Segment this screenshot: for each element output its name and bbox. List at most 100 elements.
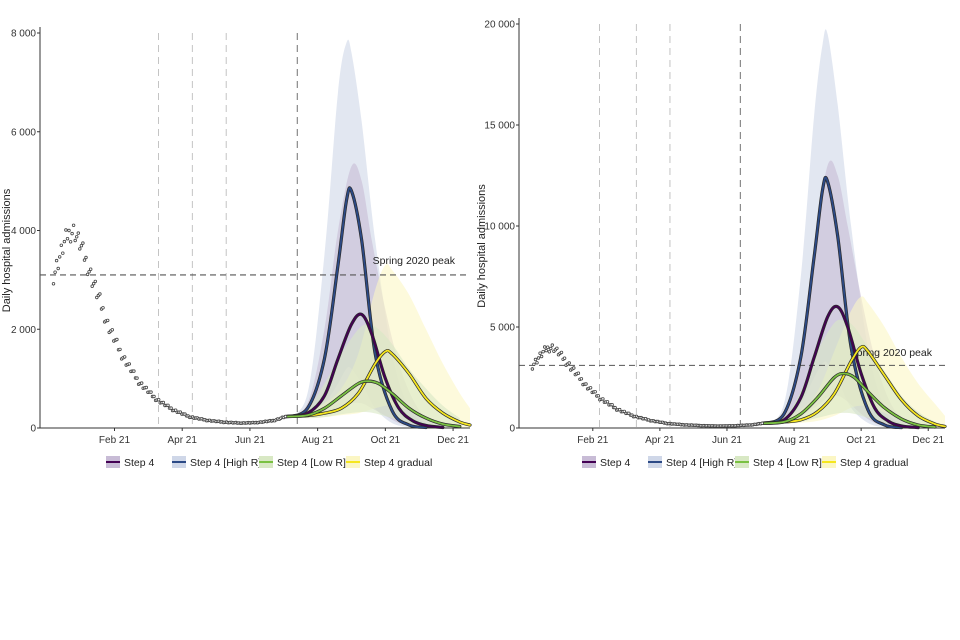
x-tick-label: Jun 21 (235, 435, 265, 446)
observed-point (53, 270, 57, 274)
observed-point (156, 398, 161, 402)
y-tick-label: 4 000 (11, 226, 36, 237)
observed-point (547, 350, 551, 354)
series-line (284, 313, 444, 429)
y-tick-label: 15 000 (484, 121, 515, 132)
observed-point (549, 346, 553, 351)
observed-point (81, 241, 85, 245)
observed-point (88, 267, 93, 271)
observed-point (152, 394, 156, 399)
observed-point (541, 350, 545, 354)
legend-label: Step 4 (124, 457, 155, 469)
observed-point (122, 355, 127, 359)
legend-item: Step 4 gradual (822, 456, 908, 469)
observed-point (64, 228, 68, 232)
observed-point (98, 292, 102, 296)
legend-item: Step 4 (582, 456, 631, 469)
observed-point (127, 362, 131, 366)
x-tick-label: Aug 21 (778, 435, 810, 446)
observed-point (68, 240, 73, 244)
x-tick-label: Apr 21 (167, 435, 197, 446)
observed-point (62, 239, 67, 244)
observed-point (85, 272, 90, 277)
observed-point (596, 394, 600, 398)
reference-label: Spring 2020 peak (850, 347, 933, 359)
x-tick-label: Oct 21 (846, 435, 876, 446)
y-tick-label: 2 000 (11, 325, 36, 336)
observed-point (283, 414, 288, 419)
series-line (761, 345, 946, 428)
observed-point (73, 238, 77, 243)
observed-point (532, 362, 536, 366)
y-tick-label: 0 (30, 424, 36, 435)
legend-label: Step 4 [Low R] (277, 457, 346, 469)
x-tick-label: Feb 21 (577, 435, 609, 446)
y-tick-label: 20 000 (484, 20, 515, 31)
observed-point (601, 397, 605, 401)
legend-item: Step 4 [Low R] (259, 456, 346, 469)
observed-point (539, 354, 544, 359)
observed-point (115, 337, 119, 342)
observed-point (760, 421, 764, 425)
observed-point (132, 369, 136, 373)
reference-label: Spring 2020 peak (373, 255, 456, 267)
observed-point (70, 231, 74, 236)
observed-point (559, 350, 564, 355)
observed-point (56, 266, 60, 271)
observed-point (605, 400, 610, 404)
observed-point (588, 386, 593, 390)
observed-point (59, 243, 63, 247)
observed-point (54, 258, 59, 263)
x-tick-label: Dec 21 (912, 435, 944, 446)
observed-point (530, 367, 535, 371)
y-tick-label: 6 000 (11, 127, 36, 138)
observed-point (78, 247, 82, 251)
series-line (761, 305, 920, 429)
observed-point (579, 377, 584, 381)
observed-point (61, 251, 65, 255)
observed-point (562, 356, 567, 360)
legend-item: Step 4 [High R] (172, 456, 261, 469)
y-tick-label: 10 000 (484, 222, 515, 233)
observed-point (79, 243, 84, 248)
observed-point (58, 255, 62, 259)
observed-point (618, 407, 622, 412)
legend-label: Step 4 gradual (364, 457, 432, 469)
observed-point (87, 270, 91, 274)
observed-point (101, 306, 105, 310)
observed-point (555, 346, 559, 350)
observed-point (593, 390, 597, 394)
observed-point (144, 385, 148, 390)
observed-point (65, 236, 70, 241)
observed-point (584, 382, 588, 386)
observed-point (546, 345, 550, 349)
legend-item: Step 4 [High R] (648, 456, 737, 469)
observed-point (84, 255, 88, 260)
observed-point (576, 371, 581, 375)
observed-point (169, 406, 173, 410)
observed-point (118, 347, 122, 352)
y-tick-label: 8 000 (11, 29, 36, 40)
uncertainty-band (285, 324, 460, 428)
series-line (284, 380, 461, 428)
legend-label: Step 4 gradual (840, 457, 908, 469)
observed-point (67, 228, 71, 233)
observed-point (538, 351, 542, 355)
observed-point (535, 361, 539, 365)
observed-point (161, 400, 165, 405)
series-line (761, 176, 903, 429)
legend-label: Step 4 [Low R] (753, 457, 822, 469)
legend-label: Step 4 [High R] (190, 457, 261, 469)
y-tick-label: 0 (509, 424, 515, 435)
observed-point (567, 361, 571, 365)
y-axis-title: Daily hospital admissions (476, 184, 488, 308)
observed-point (135, 376, 139, 380)
legend-item: Step 4 [Low R] (735, 456, 822, 469)
x-tick-label: Jun 21 (712, 435, 742, 446)
x-tick-label: Dec 21 (437, 435, 469, 446)
chart-panel-right: 0 5 000 10 000 15 000 20 000 Feb 21 Apr 21 Jun … (476, 18, 947, 469)
series-line (284, 349, 471, 426)
y-axis-title: Daily hospital admissions (1, 188, 13, 312)
observed-point (139, 381, 144, 385)
